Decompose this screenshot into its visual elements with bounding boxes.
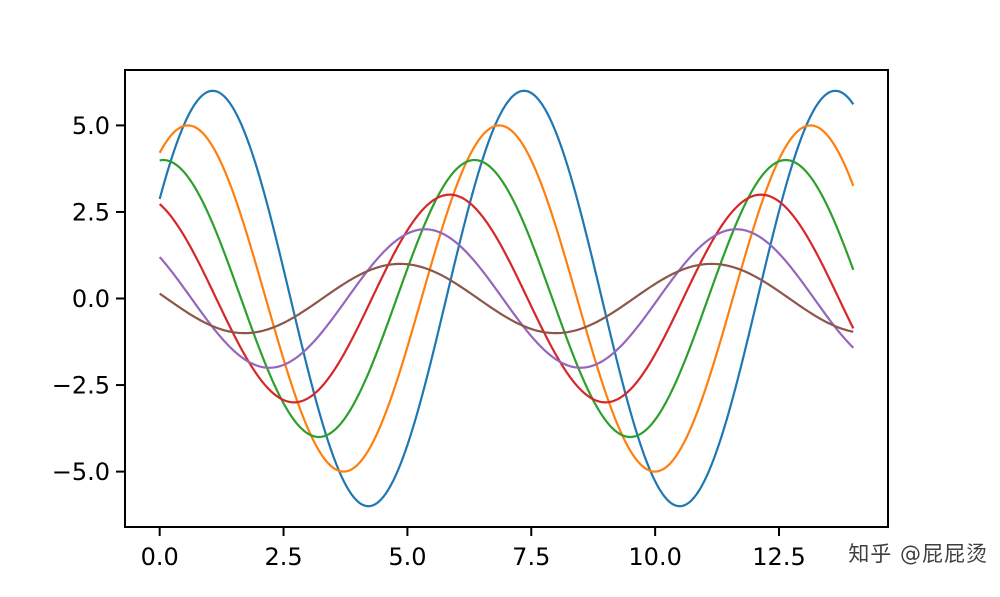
series-line-sine-amp4-phase1.5 (159, 158, 855, 439)
series-line-sine-amp2-phase2.5 (158, 228, 855, 369)
y-tick-label: 2.5 (72, 198, 110, 226)
x-tick-label: 7.5 (512, 543, 550, 571)
series-line-sine-amp5-phase1.0 (158, 124, 855, 473)
y-tick-label: −2.5 (52, 372, 110, 400)
x-tick-label: 10.0 (628, 543, 681, 571)
y-tick-label: 0.0 (72, 285, 110, 313)
series-line-sine-amp1-phase3.0 (159, 262, 854, 335)
y-tick-label: −5.0 (52, 458, 110, 486)
series-line-sine-amp6-phase0.5 (158, 89, 855, 508)
series-line-sine-amp3-phase2.0 (158, 193, 855, 404)
x-tick-label: 2.5 (264, 543, 302, 571)
x-tick-label: 12.5 (752, 543, 805, 571)
x-tick-label: 5.0 (388, 543, 426, 571)
x-tick-label: 0.0 (141, 543, 179, 571)
axes-spines (124, 69, 889, 528)
watermark: 知乎 @屁屁烫 (848, 542, 988, 566)
y-tick-label: 5.0 (72, 112, 110, 140)
